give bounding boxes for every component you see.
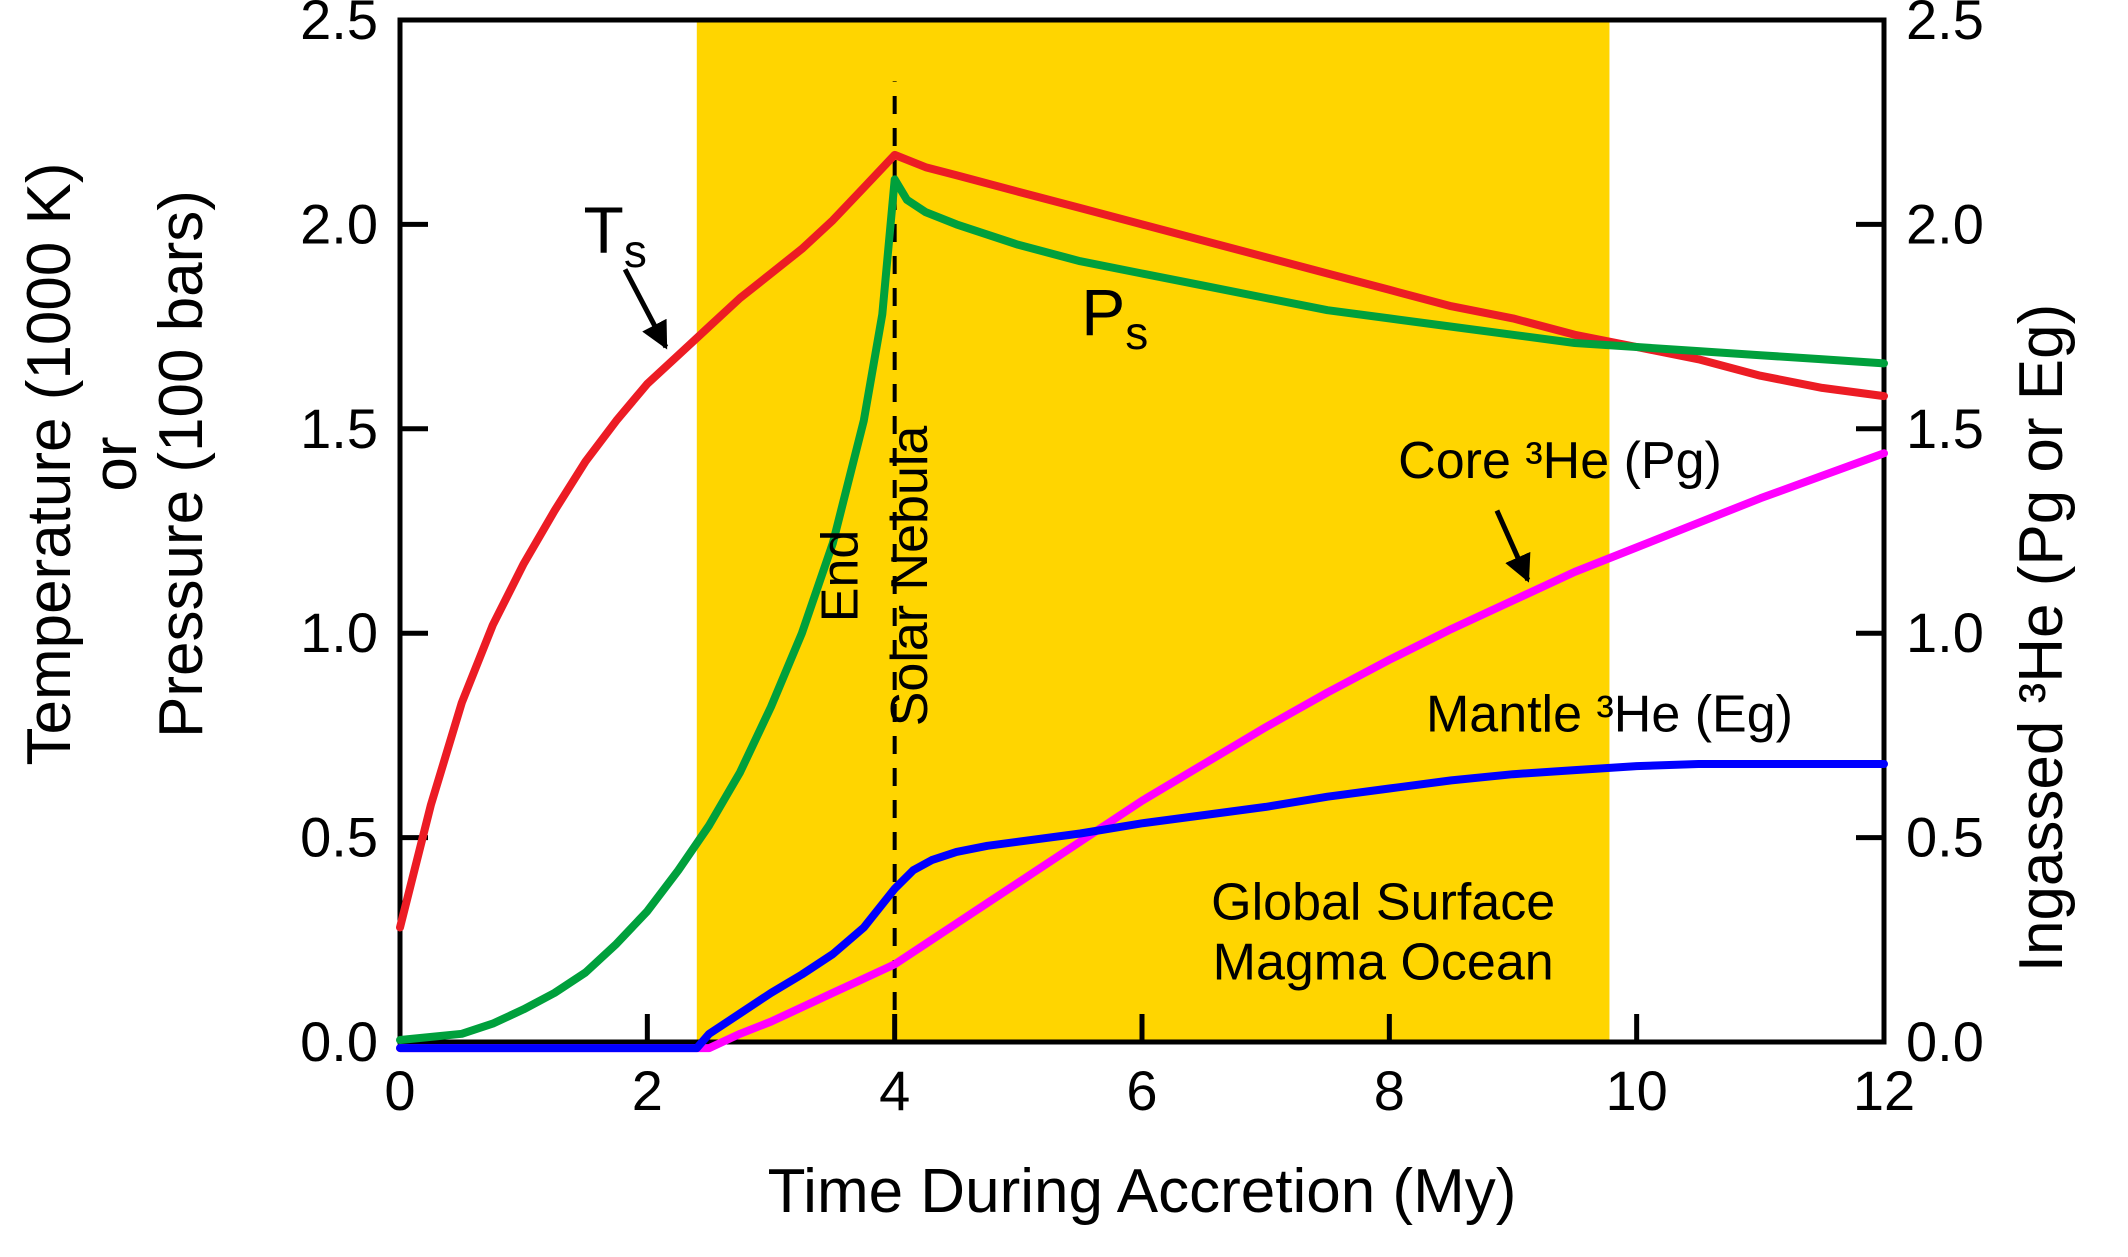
x-tick-label: 0 [384, 1059, 415, 1122]
end-solar-nebula-label-line1: End [812, 530, 870, 623]
ts-label: Ts [584, 193, 647, 277]
magma-ocean-label-line1: Global Surface [1211, 873, 1555, 931]
y-tick-label-right: 2.5 [1906, 0, 1984, 51]
y-axis-title-left-line1: Temperature (1000 K) [15, 162, 84, 765]
y-tick-label-right: 0.0 [1906, 1010, 1984, 1073]
x-tick-label: 6 [1126, 1059, 1157, 1122]
y-tick-label-left: 1.0 [300, 601, 378, 664]
x-tick-label: 10 [1606, 1059, 1668, 1122]
x-tick-label: 4 [879, 1059, 910, 1122]
y-tick-label-left: 2.5 [300, 0, 378, 51]
series-mantle-3he [396, 760, 1888, 1053]
y-tick-label-right: 1.5 [1906, 397, 1984, 460]
y-tick-label-right: 1.0 [1906, 601, 1984, 664]
series-ps [396, 175, 1888, 1044]
y-axis-title-left-line3: Pressure (100 bars) [147, 190, 216, 738]
end-solar-nebula-label-line2: Solar Nebula [881, 426, 939, 727]
y-tick-label-left: 0.0 [300, 1010, 378, 1073]
y-tick-label-left: 2.0 [300, 192, 378, 255]
core-he-label-arrow [1494, 509, 1531, 583]
series-core-3he [396, 449, 1888, 1053]
x-tick-label: 8 [1374, 1059, 1405, 1122]
magma-ocean-label-line2: Magma Ocean [1213, 933, 1554, 991]
y-axis-title-right: Ingassed ³He (Pg or Eg) [2007, 304, 2076, 973]
x-tick-label: 12 [1853, 1059, 1915, 1122]
y-axis-title-left-line2: or [81, 436, 150, 491]
series-ts [396, 150, 1888, 932]
magma-ocean-band [696, 20, 1610, 1042]
y-tick-label-right: 2.0 [1906, 192, 1984, 255]
y-tick-label-right: 0.5 [1906, 806, 1984, 869]
x-axis-title: Time During Accretion (My) [768, 1157, 1517, 1226]
y-tick-label-left: 0.5 [300, 806, 378, 869]
ts-label-arrow [622, 268, 669, 350]
mantle-he-label: Mantle ³He (Eg) [1426, 685, 1793, 743]
ps-label: Ps [1081, 275, 1148, 359]
y-tick-label-left: 1.5 [300, 397, 378, 460]
core-he-label: Core ³He (Pg) [1398, 432, 1722, 490]
x-tick-label: 2 [632, 1059, 663, 1122]
